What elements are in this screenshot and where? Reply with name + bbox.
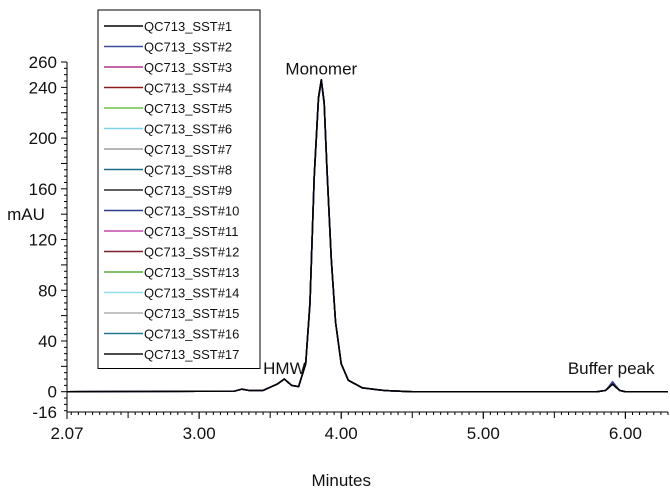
legend-label: QC713_SST#6 [144, 122, 232, 137]
y-tick-label: 0 [48, 383, 57, 402]
legend-label: QC713_SST#5 [144, 101, 232, 116]
legend-label: QC713_SST#1 [144, 19, 232, 34]
y-tick-label: 260 [29, 53, 57, 72]
plot-lines [66, 79, 668, 393]
legend-label: QC713_SST#7 [144, 142, 232, 157]
peak-annotation: HMW [263, 359, 305, 378]
y-tick-label: 160 [29, 180, 57, 199]
x-axis-title: Minutes [311, 471, 371, 490]
y-ticks: -160 40 80 120 160 200 240 260 [29, 53, 67, 422]
legend-label: QC713_SST#16 [144, 327, 239, 342]
legend-label: QC713_SST#11 [144, 224, 238, 239]
x-tick-label: 2.07 [50, 424, 83, 443]
legend-label: QC713_SST#12 [144, 245, 239, 260]
legend-items: QC713_SST#1 QC713_SST#2 QC713_SST#3 QC713_S… [104, 19, 239, 362]
y-tick-label: 40 [38, 332, 57, 351]
x-ticks: 2.07 3.00 4.00 5.00 6.00 [50, 412, 669, 443]
legend-label: QC713_SST#10 [144, 204, 239, 219]
axes: 2.07 3.00 4.00 5.00 6.00 -160 40 80 120 160 200 24… [29, 53, 669, 443]
legend-label: QC713_SST#2 [144, 40, 232, 55]
x-tick-label: 4.00 [325, 424, 358, 443]
y-axis-title: mAU [7, 205, 45, 224]
legend-label: QC713_SST#15 [144, 306, 239, 321]
peak-annotation: Buffer peak [568, 359, 655, 378]
legend-label: QC713_SST#13 [144, 265, 239, 280]
legend-label: QC713_SST#8 [144, 163, 232, 178]
legend-label: QC713_SST#14 [144, 286, 239, 301]
y-tick-label: 200 [29, 129, 57, 148]
legend-label: QC713_SST#9 [144, 183, 232, 198]
series-line [66, 79, 668, 393]
peak-annotations: Monomer HMW Buffer peak [263, 60, 655, 378]
y-tick-label: 240 [29, 78, 57, 97]
x-tick-label: 3.00 [183, 424, 216, 443]
legend-label: QC713_SST#4 [144, 81, 232, 96]
y-tick-label: 120 [29, 231, 57, 250]
legend: QC713_SST#1 QC713_SST#2 QC713_SST#3 QC713_S… [97, 9, 261, 369]
legend-label: QC713_SST#3 [144, 60, 232, 75]
x-tick-label: 5.00 [467, 424, 500, 443]
x-tick-label: 6.00 [609, 424, 642, 443]
legend-label: QC713_SST#17 [144, 347, 239, 362]
peak-annotation: Monomer [285, 60, 357, 79]
y-tick-label: -16 [32, 403, 57, 422]
y-tick-label: 80 [38, 281, 57, 300]
